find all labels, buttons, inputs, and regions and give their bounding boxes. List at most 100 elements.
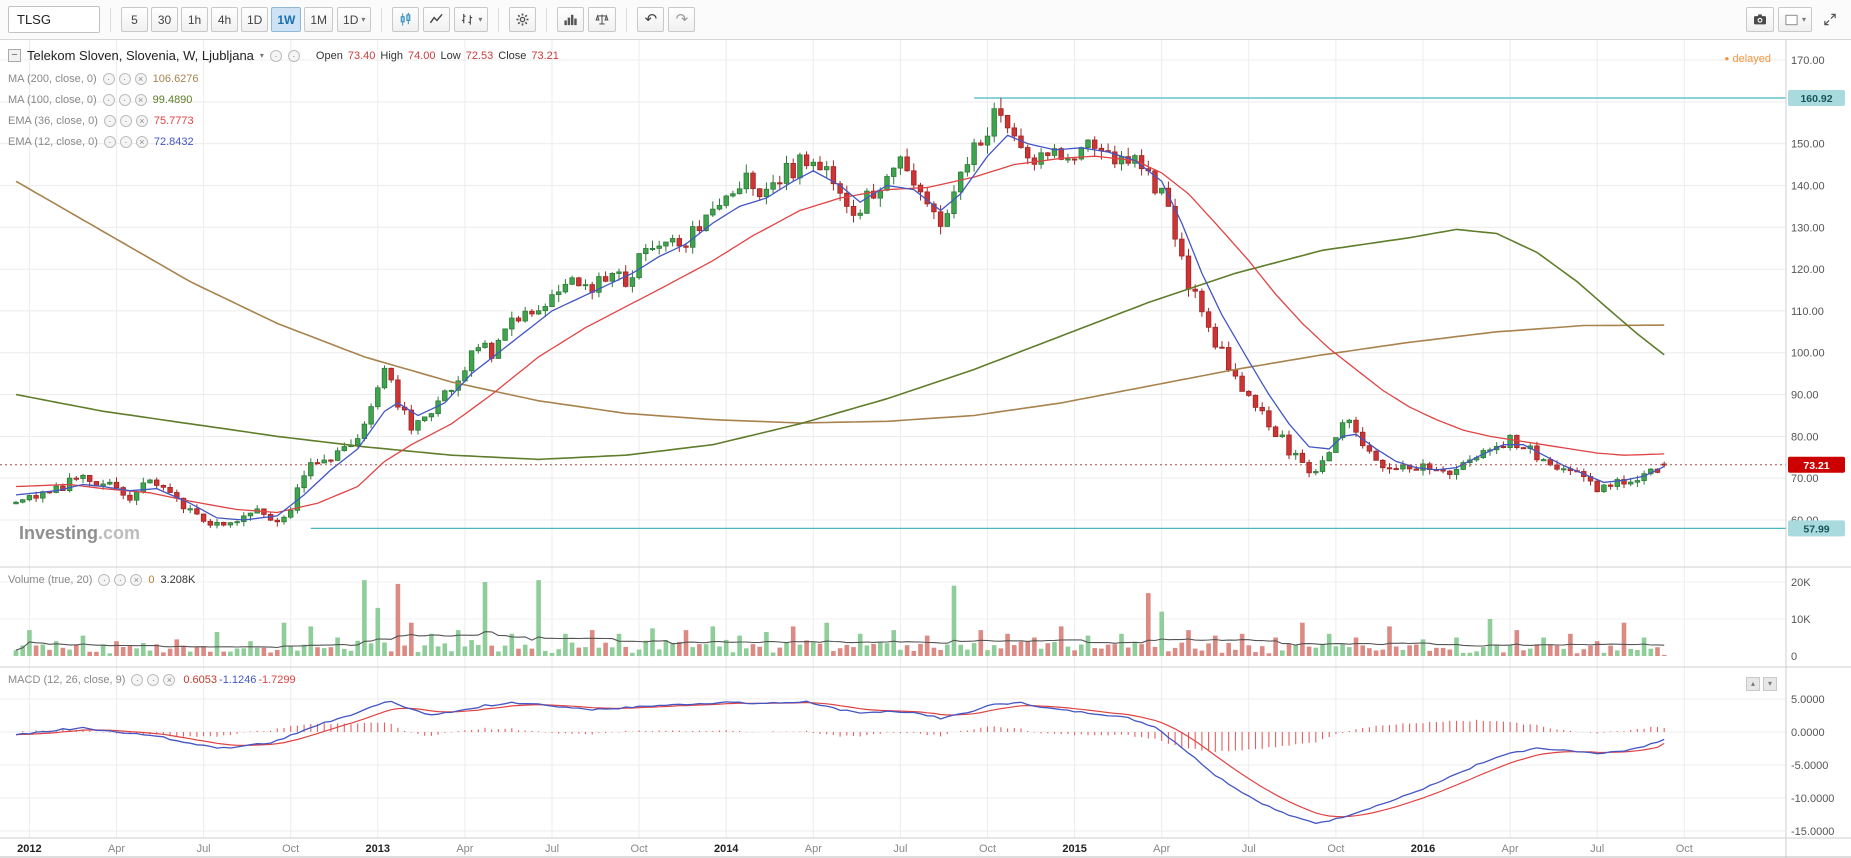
fullscreen-button[interactable]	[1816, 7, 1843, 32]
price-axis[interactable]	[1786, 40, 1851, 838]
chevron-down-icon: ▾	[361, 15, 366, 24]
compare-button[interactable]	[588, 7, 617, 32]
indicator-name[interactable]: MA (200, close, 0)	[8, 73, 97, 85]
scales-icon	[595, 14, 609, 25]
indicator-settings-icon[interactable]: ·	[102, 73, 115, 85]
svg-text:140.00: 140.00	[1791, 180, 1825, 192]
indicator-settings-icon[interactable]: ·	[102, 94, 115, 106]
indicator-visibility-icon[interactable]: ·	[119, 115, 132, 127]
indicator-remove-icon[interactable]: ×	[130, 574, 143, 586]
candlestick-icon	[401, 12, 411, 26]
chart-type-candles-button[interactable]	[392, 7, 420, 32]
svg-text:Jul: Jul	[545, 843, 559, 855]
svg-text:2012: 2012	[17, 843, 41, 855]
svg-text:Apr: Apr	[1502, 843, 1519, 855]
collapse-pane-icon[interactable]: −	[8, 49, 21, 62]
svg-text:120.00: 120.00	[1791, 264, 1825, 276]
interval-button-4h[interactable]: 4h	[211, 7, 238, 32]
indicator-visibility-icon[interactable]: ·	[119, 136, 132, 148]
interval-button-5[interactable]: 5	[121, 7, 148, 32]
symbol-legend-row: − Telekom Sloven, Slovenia, W, Ljubljana…	[8, 48, 559, 63]
svg-text:-10.0000: -10.0000	[1791, 793, 1834, 805]
chart-type-line-button[interactable]	[423, 7, 451, 32]
undo-button[interactable]: ↶	[637, 7, 665, 32]
svg-text:170.00: 170.00	[1791, 55, 1825, 67]
interval-button-1d[interactable]: 1D	[241, 7, 269, 32]
price-level-lines[interactable]	[310, 97, 1786, 530]
interval-button-1m[interactable]: 1M	[304, 7, 334, 32]
time-axis[interactable]	[0, 838, 1786, 858]
ohlc-value: 73.21	[531, 49, 559, 62]
svg-text:5.0000: 5.0000	[1791, 694, 1825, 706]
ohlc-value: 74.00	[408, 49, 436, 62]
interval-button-1h[interactable]: 1h	[181, 7, 208, 32]
investing-watermark: Investing.com	[19, 523, 140, 544]
chart-title[interactable]: Telekom Sloven, Slovenia, W, Ljubljana	[27, 48, 254, 63]
toolbar-separator	[110, 7, 111, 32]
volume-legend-row: Volume (true, 20) · · × 0 3.208K	[8, 574, 195, 586]
delayed-dot-icon: ●	[1724, 54, 1730, 63]
indicator-remove-icon[interactable]: ×	[134, 73, 147, 85]
svg-text:10K: 10K	[1791, 614, 1811, 626]
indicator-remove-icon[interactable]: ×	[163, 674, 176, 686]
indicator-name[interactable]: MA (100, close, 0)	[8, 94, 97, 106]
ohlc-label: Close	[498, 49, 527, 62]
svg-text:-5.0000: -5.0000	[1791, 760, 1828, 772]
indicator-name[interactable]: EMA (12, close, 0)	[8, 136, 98, 148]
macd-pane[interactable]	[0, 667, 1786, 838]
ohlc-label: Open	[315, 49, 343, 62]
indicator-settings-icon[interactable]: ·	[103, 115, 116, 127]
volume-label[interactable]: Volume (true, 20)	[8, 574, 93, 586]
macd-legend-row: MACD (12, 26, close, 9) · · × 0.6053 -1.124…	[8, 674, 296, 686]
screenshot-button[interactable]	[1745, 7, 1774, 32]
svg-text:100.00: 100.00	[1791, 348, 1825, 360]
indicator-visibility-icon[interactable]: ·	[114, 574, 127, 586]
gear-icon	[516, 13, 529, 26]
volume-pane[interactable]	[0, 567, 1786, 667]
chevron-down-icon[interactable]: ▾	[259, 51, 264, 60]
svg-text:Oct: Oct	[1676, 843, 1693, 855]
indicator-legend-row-ema36: EMA (36, close, 0) · · × 75.7773	[8, 115, 194, 127]
indicator-settings-icon[interactable]: ·	[131, 674, 144, 686]
indicator-remove-icon[interactable]: ×	[135, 115, 148, 127]
undo-icon: ↶	[644, 11, 658, 28]
svg-text:Apr: Apr	[805, 843, 822, 855]
macd-value: -1.7299	[258, 674, 296, 686]
svg-text:70.00: 70.00	[1791, 473, 1819, 485]
indicator-name[interactable]: EMA (36, close, 0)	[8, 115, 98, 127]
indicator-remove-icon[interactable]: ×	[135, 136, 148, 148]
layout-dropdown[interactable]: ▾	[1777, 7, 1812, 32]
redo-button[interactable]: ↷	[668, 7, 696, 32]
indicator-icons: · · ×	[103, 115, 148, 127]
indicator-legend-row-ma200: MA (200, close, 0) · · × 106.6276	[8, 73, 199, 85]
interval-dropdown-value: 1D	[343, 12, 359, 27]
indicators-button[interactable]	[557, 7, 585, 32]
chart-type-dropdown[interactable]: ▾	[454, 7, 489, 32]
interval-button-30[interactable]: 30	[151, 7, 178, 32]
indicator-settings-icon[interactable]: ·	[98, 574, 111, 586]
svg-text:80.00: 80.00	[1791, 431, 1819, 443]
main-chart-pane[interactable]	[0, 40, 1786, 567]
interval-button-1w[interactable]: 1W	[271, 7, 302, 32]
macd-value: 0.6053	[183, 674, 218, 686]
ohlc-label: High	[380, 49, 403, 62]
macd-label[interactable]: MACD (12, 26, close, 9)	[8, 674, 126, 686]
indicator-visibility-icon[interactable]: ·	[118, 73, 131, 85]
indicator-settings-icon[interactable]: ·	[103, 136, 116, 148]
indicator-visibility-icon[interactable]: ·	[118, 94, 131, 106]
symbol-visibility-icon[interactable]: ·	[287, 49, 300, 62]
indicator-remove-icon[interactable]: ×	[134, 94, 147, 106]
interval-dropdown[interactable]: 1D ▾	[337, 7, 372, 32]
ma100-line	[15, 228, 1665, 461]
symbol-input[interactable]	[8, 6, 100, 33]
indicator-visibility-icon[interactable]: ·	[147, 674, 160, 686]
svg-text:0: 0	[1791, 651, 1797, 663]
symbol-settings-icon[interactable]: ·	[269, 49, 282, 62]
chevron-down-icon: ▾	[1801, 15, 1806, 24]
indicator-value: 106.6276	[152, 73, 199, 85]
settings-button[interactable]	[509, 7, 537, 32]
pane-down-button[interactable]: ▾	[1763, 677, 1777, 691]
volume-ma-line	[15, 631, 1665, 651]
pane-up-button[interactable]: ▴	[1746, 677, 1760, 691]
